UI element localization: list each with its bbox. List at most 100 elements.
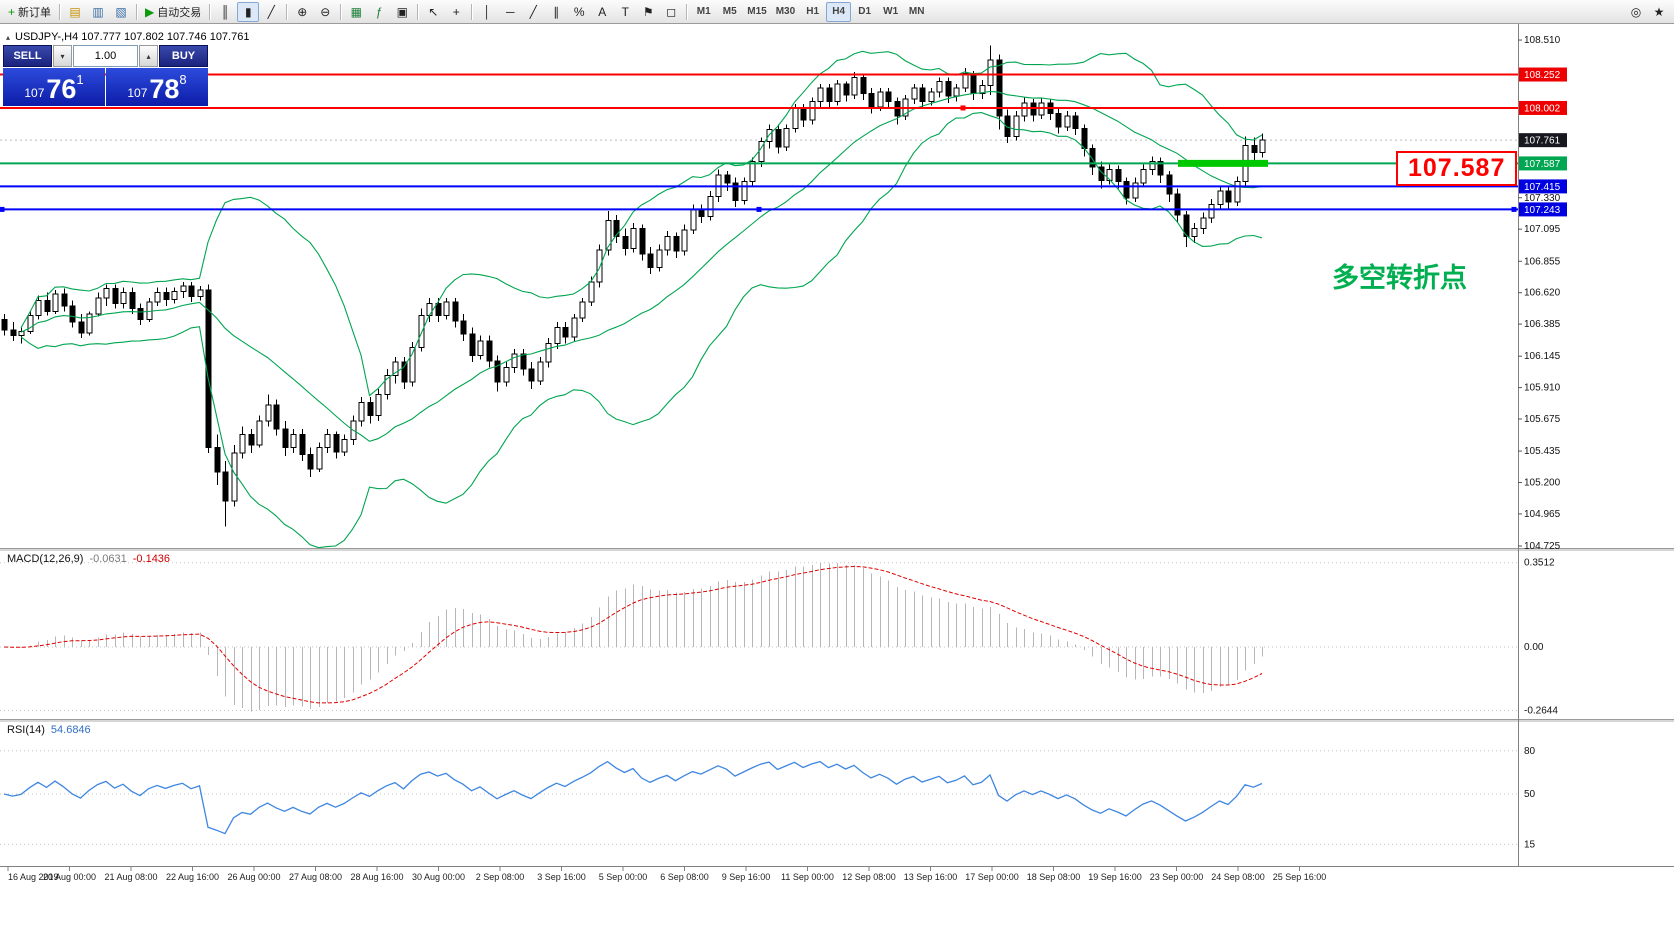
timeframe-m5[interactable]: M5 xyxy=(717,2,742,22)
timeframe-m1[interactable]: M1 xyxy=(691,2,716,22)
buy-price[interactable]: 107 78 8 xyxy=(106,68,208,106)
svg-text:107.415: 107.415 xyxy=(1524,182,1561,193)
one-click-prices: 107 76 1 107 78 8 xyxy=(3,68,208,106)
price-axis: 108.510 107.330 107.095 106.855 106.620 106.3… xyxy=(1518,35,1567,552)
svg-text:108.002: 108.002 xyxy=(1524,103,1561,114)
timeframe-w1[interactable]: W1 xyxy=(878,2,903,22)
toolbar-separator xyxy=(286,3,288,20)
turning-point-note: 多空转折点 xyxy=(1332,263,1467,293)
arrows-icon[interactable]: ⚑ xyxy=(637,2,659,22)
vertical-line-icon: │ xyxy=(483,4,492,19)
sell-price[interactable]: 107 76 1 xyxy=(3,68,105,106)
toolbar-separator xyxy=(136,3,138,20)
svg-text:104.965: 104.965 xyxy=(1524,509,1561,520)
rsi-line xyxy=(3,760,1263,835)
timeframe-mn[interactable]: MN xyxy=(904,2,929,22)
shapes-icon[interactable]: ◻ xyxy=(660,2,682,22)
line-chart-icon[interactable]: ╱ xyxy=(260,2,282,22)
buy-price-point: 8 xyxy=(179,72,187,87)
chart-symbol-info: ▴ USDJPY-,H4 107.777 107.802 107.746 107… xyxy=(6,31,249,43)
chevron-down-icon: ▾ xyxy=(60,51,65,61)
main-pane xyxy=(0,45,1518,548)
timeframe-h4[interactable]: H4 xyxy=(826,1,852,22)
toolbar-separator xyxy=(417,3,419,20)
toolbar: + 新订单 ▤ ▥ ▧ ▶ 自动交易 ║ ▮ ╱ ⊕ ⊖ ▦ ƒ ▣ ↖ + │ ─ ╱ ∥% A T ⚑ ◻ M1 M5 M15 M3… xyxy=(0,0,1674,24)
svg-text:50: 50 xyxy=(1524,789,1536,800)
cursor-icon[interactable]: ↖ xyxy=(422,2,444,22)
profiles-icon[interactable]: ▥ xyxy=(87,2,109,22)
svg-text:15: 15 xyxy=(1524,839,1536,850)
text-icon[interactable]: A xyxy=(591,2,613,22)
sell-price-prefix: 107 xyxy=(24,85,45,100)
market-watch-icon: ▧ xyxy=(115,4,127,19)
line-handle[interactable] xyxy=(0,206,5,212)
toolbar-separator xyxy=(209,3,211,20)
collapse-icon[interactable]: ▴ xyxy=(6,32,11,42)
autotrading-button[interactable]: ▶ 自动交易 xyxy=(141,2,205,22)
channel-icon[interactable]: ∥ xyxy=(545,2,567,22)
price-annotation: 107.587 xyxy=(1396,151,1518,186)
svg-text:24 Sep 08:00: 24 Sep 08:00 xyxy=(1211,872,1265,882)
lot-decrease-button[interactable]: ▾ xyxy=(53,45,72,67)
vertical-line-icon[interactable]: │ xyxy=(476,2,498,22)
svg-text:23 Sep 00:00: 23 Sep 00:00 xyxy=(1150,872,1204,882)
label-icon: T xyxy=(621,4,629,19)
lot-increase-button[interactable]: ▴ xyxy=(139,45,158,67)
horizontal-line-icon[interactable]: ─ xyxy=(499,2,521,22)
bar-chart-icon[interactable]: ║ xyxy=(214,2,236,22)
zoom-out-icon[interactable]: ⊖ xyxy=(314,2,336,22)
rsi-name: RSI(14) xyxy=(7,724,45,736)
rsi-value: 54.6846 xyxy=(50,724,91,736)
lot-size-input[interactable] xyxy=(73,45,138,67)
candlestick-icon[interactable]: ▮ xyxy=(237,1,260,22)
fibonacci-icon[interactable]: % xyxy=(568,2,590,22)
chart-canvas[interactable]: 0.35120.00-0.2644805015108.510107.330107… xyxy=(0,24,1674,949)
svg-text:13 Sep 16:00: 13 Sep 16:00 xyxy=(904,872,958,882)
new-order-button[interactable]: + 新订单 xyxy=(4,2,55,22)
line-handle[interactable] xyxy=(960,105,966,111)
bar-chart-icon: ║ xyxy=(220,4,230,19)
svg-text:28 Aug 16:00: 28 Aug 16:00 xyxy=(350,872,403,882)
timeframe-m15[interactable]: M15 xyxy=(743,2,770,22)
favorites-icon[interactable]: ★ xyxy=(1648,2,1670,22)
line-handle[interactable] xyxy=(1511,206,1517,212)
svg-text:26 Aug 00:00: 26 Aug 00:00 xyxy=(227,872,280,882)
toolbar-separator xyxy=(340,3,342,20)
svg-text:27 Aug 08:00: 27 Aug 08:00 xyxy=(289,872,342,882)
macd-signal-value: -0.1436 xyxy=(132,553,171,565)
buy-button[interactable]: BUY xyxy=(159,45,208,67)
search-icon: ◎ xyxy=(1630,4,1642,19)
templates-icon[interactable]: ▣ xyxy=(391,2,413,22)
price-tag: 107.587 xyxy=(1519,156,1567,171)
timeframe-m30[interactable]: M30 xyxy=(772,2,799,22)
svg-text:0.00: 0.00 xyxy=(1524,642,1544,653)
zoom-in-icon: ⊕ xyxy=(297,4,308,19)
macd-main-value: -0.0631 xyxy=(89,553,127,565)
svg-text:108.252: 108.252 xyxy=(1524,70,1561,81)
market-watch-icon[interactable]: ▧ xyxy=(110,2,132,22)
tile-windows-icon[interactable]: ▦ xyxy=(345,2,367,22)
trendline-icon[interactable]: ╱ xyxy=(522,2,544,22)
label-icon[interactable]: T xyxy=(614,2,636,22)
candlestick-icon: ▮ xyxy=(244,4,252,19)
svg-text:5 Sep 00:00: 5 Sep 00:00 xyxy=(599,872,648,882)
svg-text:107.330: 107.330 xyxy=(1524,193,1561,204)
timeframe-d1[interactable]: D1 xyxy=(852,2,877,22)
indicators-icon[interactable]: ƒ xyxy=(368,2,390,22)
timeframe-h1[interactable]: H1 xyxy=(800,2,825,22)
trendline-icon: ╱ xyxy=(529,4,537,19)
svg-text:22 Aug 16:00: 22 Aug 16:00 xyxy=(166,872,219,882)
line-handle[interactable] xyxy=(756,206,762,212)
crosshair-icon[interactable]: + xyxy=(445,2,467,22)
charts-icon[interactable]: ▤ xyxy=(64,2,86,22)
svg-text:19 Sep 16:00: 19 Sep 16:00 xyxy=(1088,872,1142,882)
sell-button[interactable]: SELL xyxy=(3,45,52,67)
autotrading-button-icon: ▶ xyxy=(145,4,155,19)
indicators-icon: ƒ xyxy=(375,4,383,19)
search-icon[interactable]: ◎ xyxy=(1625,2,1647,22)
zoom-in-icon[interactable]: ⊕ xyxy=(291,2,313,22)
svg-text:107.243: 107.243 xyxy=(1524,205,1561,216)
buy-price-prefix: 107 xyxy=(127,85,148,100)
svg-text:104.725: 104.725 xyxy=(1524,541,1561,552)
